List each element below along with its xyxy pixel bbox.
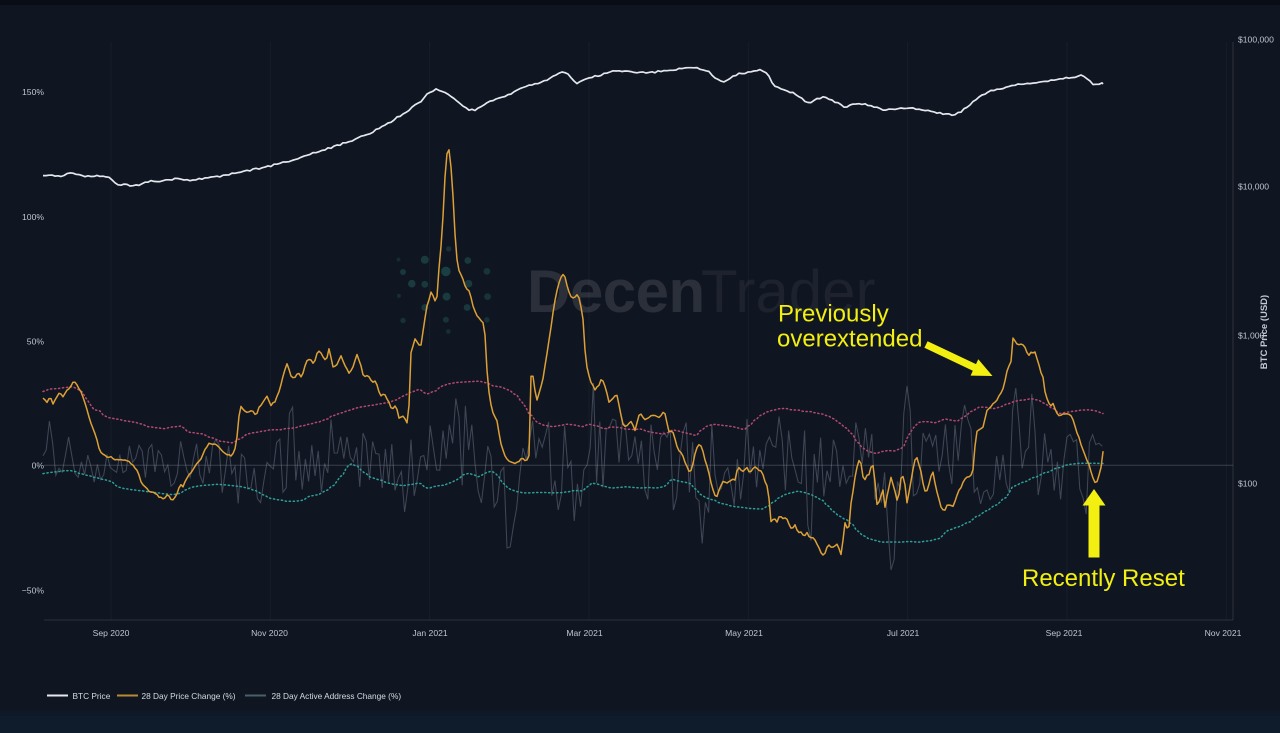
svg-text:Nov 2021: Nov 2021 — [1205, 628, 1242, 638]
svg-text:Jan 2021: Jan 2021 — [412, 628, 448, 638]
svg-text:BTC Price: BTC Price — [73, 691, 111, 701]
svg-text:Mar 2021: Mar 2021 — [566, 628, 603, 638]
svg-text:28 Day Active Address Change (: 28 Day Active Address Change (%) — [272, 691, 402, 701]
svg-text:100%: 100% — [22, 212, 44, 222]
svg-text:Sep 2020: Sep 2020 — [93, 628, 130, 638]
svg-text:Jul 2021: Jul 2021 — [887, 628, 920, 638]
svg-text:50%: 50% — [27, 337, 45, 347]
svg-text:Decen: Decen — [527, 258, 705, 325]
svg-text:150%: 150% — [22, 87, 44, 97]
svg-text:$100,000: $100,000 — [1238, 35, 1274, 45]
svg-text:BTC Price (USD): BTC Price (USD) — [1259, 295, 1270, 369]
svg-text:overextended: overextended — [777, 326, 922, 353]
svg-text:Nov 2020: Nov 2020 — [251, 628, 288, 638]
svg-text:May 2021: May 2021 — [725, 628, 763, 638]
svg-text:Previously: Previously — [778, 301, 889, 328]
svg-text:$10,000: $10,000 — [1238, 182, 1269, 192]
svg-text:28 Day Price Change (%): 28 Day Price Change (%) — [142, 691, 236, 701]
svg-text:$1,000: $1,000 — [1238, 331, 1265, 341]
svg-text:0%: 0% — [32, 461, 45, 471]
svg-text:Trader: Trader — [701, 258, 876, 325]
svg-text:−50%: −50% — [22, 586, 45, 596]
svg-text:Recently Reset: Recently Reset — [1022, 565, 1185, 592]
svg-text:Sep 2021: Sep 2021 — [1046, 628, 1083, 638]
svg-text:$100: $100 — [1238, 479, 1257, 489]
